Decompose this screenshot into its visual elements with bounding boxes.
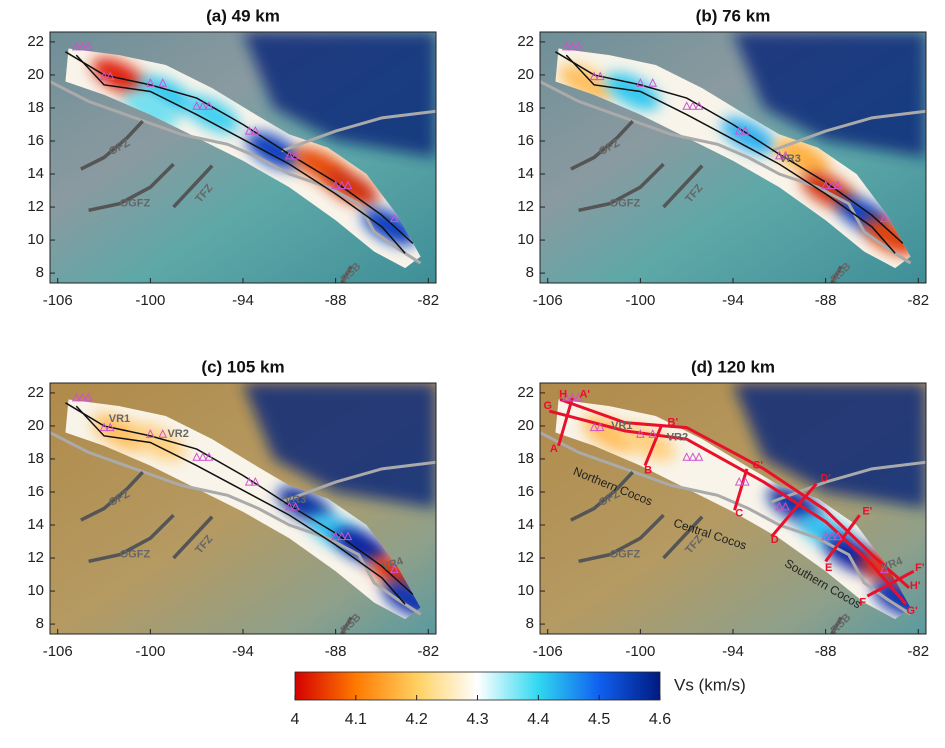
y-tick-label: 16 bbox=[517, 483, 534, 500]
feature-label: A' bbox=[579, 388, 590, 400]
feature-label: OGFZ bbox=[120, 549, 151, 561]
x-tick-label: -94 bbox=[232, 292, 254, 309]
y-tick-label: 10 bbox=[27, 582, 44, 599]
x-tick-label: -82 bbox=[907, 292, 929, 309]
feature-label: E bbox=[825, 562, 832, 574]
colorbar-tick-label: 4.2 bbox=[406, 711, 428, 728]
x-tick-label: -94 bbox=[722, 643, 744, 660]
y-tick-label: 16 bbox=[27, 483, 44, 500]
y-tick-label: 20 bbox=[27, 417, 44, 434]
y-tick-label: 18 bbox=[517, 99, 534, 116]
x-tick-label: -100 bbox=[625, 643, 655, 660]
feature-label: D' bbox=[820, 473, 831, 485]
feature-label: B' bbox=[668, 417, 679, 429]
x-tick-label: -82 bbox=[417, 643, 439, 660]
feature-label: OGFZ bbox=[610, 198, 641, 210]
x-tick-label: -88 bbox=[815, 643, 837, 660]
x-tick-label: -88 bbox=[325, 643, 347, 660]
y-tick-label: 22 bbox=[27, 384, 44, 401]
y-tick-label: 12 bbox=[517, 549, 534, 566]
x-tick-label: -100 bbox=[135, 643, 165, 660]
y-tick-label: 8 bbox=[526, 264, 534, 281]
feature-label: C bbox=[735, 507, 743, 519]
feature-label: C' bbox=[752, 459, 763, 471]
colorbar-tick-label: 4 bbox=[291, 711, 300, 728]
feature-label: B bbox=[644, 464, 652, 476]
x-tick-label: -100 bbox=[135, 292, 165, 309]
feature-label: F' bbox=[915, 562, 925, 574]
x-tick-label: -106 bbox=[43, 643, 73, 660]
y-tick-label: 16 bbox=[517, 132, 534, 149]
y-tick-label: 20 bbox=[517, 417, 534, 434]
feature-label: VR2 bbox=[167, 428, 188, 440]
y-tick-label: 22 bbox=[517, 384, 534, 401]
x-tick-label: -82 bbox=[417, 292, 439, 309]
y-tick-label: 10 bbox=[27, 231, 44, 248]
y-tick-label: 18 bbox=[27, 99, 44, 116]
x-tick-label: -106 bbox=[533, 292, 563, 309]
x-tick-label: -94 bbox=[722, 292, 744, 309]
colorbar-tick-label: 4.4 bbox=[527, 711, 549, 728]
y-tick-label: 20 bbox=[517, 66, 534, 83]
map-panel: OFZOGFZTFZRSB bbox=[50, 32, 436, 285]
feature-label: OGFZ bbox=[610, 549, 641, 561]
x-tick-label: -106 bbox=[533, 643, 563, 660]
y-tick-label: 12 bbox=[517, 198, 534, 215]
feature-label: D bbox=[771, 534, 779, 546]
colorbar-tick-label: 4.5 bbox=[588, 711, 610, 728]
colorbar-label: Vs (km/s) bbox=[674, 675, 746, 694]
colorbar-tick-label: 4.3 bbox=[466, 711, 488, 728]
x-tick-label: -88 bbox=[815, 292, 837, 309]
y-tick-label: 18 bbox=[517, 450, 534, 467]
y-tick-label: 18 bbox=[27, 450, 44, 467]
feature-label: G' bbox=[907, 605, 919, 617]
y-tick-label: 10 bbox=[517, 582, 534, 599]
y-tick-label: 10 bbox=[517, 231, 534, 248]
x-tick-label: -82 bbox=[907, 643, 929, 660]
y-tick-label: 20 bbox=[27, 66, 44, 83]
feature-label: H bbox=[559, 388, 567, 400]
feature-label: VR1 bbox=[109, 413, 130, 425]
y-tick-label: 12 bbox=[27, 198, 44, 215]
feature-label: OGFZ bbox=[120, 198, 151, 210]
y-tick-label: 8 bbox=[526, 615, 534, 632]
y-tick-label: 14 bbox=[27, 165, 44, 182]
feature-label: VR3 bbox=[285, 494, 306, 506]
y-tick-label: 22 bbox=[517, 33, 534, 50]
feature-label: F bbox=[859, 597, 866, 609]
panel-title: (b) 76 km bbox=[696, 6, 771, 25]
y-tick-label: 16 bbox=[27, 132, 44, 149]
panel-title: (d) 120 km bbox=[691, 357, 775, 376]
y-tick-label: 14 bbox=[517, 516, 534, 533]
y-tick-label: 14 bbox=[27, 516, 44, 533]
x-tick-label: -106 bbox=[43, 292, 73, 309]
feature-label: VR2 bbox=[667, 431, 688, 443]
y-tick-label: 12 bbox=[27, 549, 44, 566]
figure: OFZOGFZTFZRSB (a) 49 km -106 -100 -94 -88 -82 8… bbox=[0, 0, 945, 743]
colorbar-tick-label: 4.6 bbox=[649, 711, 671, 728]
panel-title: (a) 49 km bbox=[206, 6, 280, 25]
feature-label: A bbox=[550, 443, 558, 455]
feature-label: VR3 bbox=[779, 153, 800, 165]
feature-label: VR1 bbox=[611, 420, 632, 432]
panel-title: (c) 105 km bbox=[201, 357, 284, 376]
y-tick-label: 14 bbox=[517, 165, 534, 182]
y-tick-label: 8 bbox=[36, 615, 44, 632]
feature-label: E' bbox=[862, 506, 872, 518]
y-tick-label: 8 bbox=[36, 264, 44, 281]
x-tick-label: -100 bbox=[625, 292, 655, 309]
colorbar-tick-label: 4.1 bbox=[345, 711, 367, 728]
y-tick-label: 22 bbox=[27, 33, 44, 50]
feature-label: H' bbox=[910, 580, 921, 592]
x-tick-label: -88 bbox=[325, 292, 347, 309]
feature-label: G bbox=[543, 400, 552, 412]
x-tick-label: -94 bbox=[232, 643, 254, 660]
